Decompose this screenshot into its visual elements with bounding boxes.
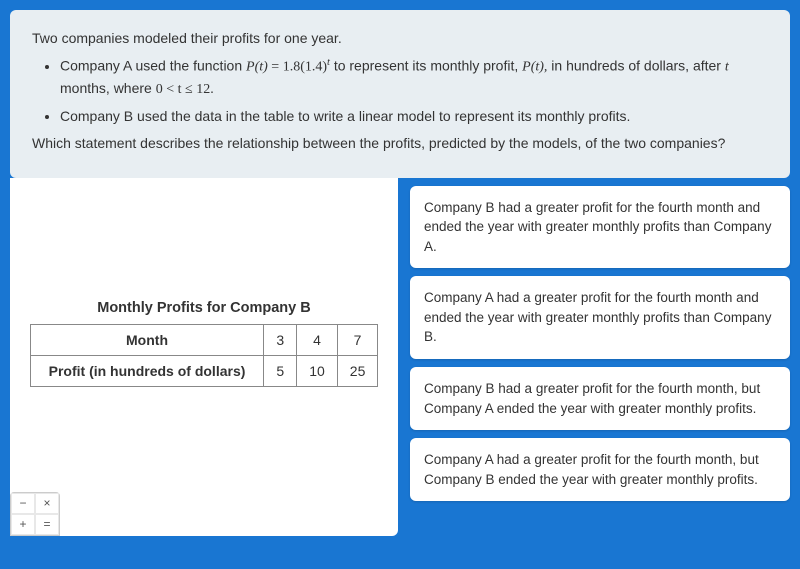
bullet-a-tail: months, where bbox=[60, 80, 156, 96]
var-t: t bbox=[725, 60, 729, 75]
formula-exp: t bbox=[327, 57, 330, 68]
row-label-profit: Profit (in hundreds of dollars) bbox=[30, 356, 264, 387]
calc-equals-button[interactable]: = bbox=[35, 514, 59, 535]
table-panel: Monthly Profits for Company B Month 3 4 … bbox=[10, 178, 398, 536]
bullet-a-post: in hundreds of dollars, after bbox=[551, 58, 725, 74]
question-panel: Two companies modeled their profits for … bbox=[10, 10, 790, 178]
content-row: Monthly Profits for Company B Month 3 4 … bbox=[10, 178, 790, 536]
choice-c[interactable]: Company B had a greater profit for the f… bbox=[410, 367, 790, 430]
table-cell: 3 bbox=[264, 325, 297, 356]
choice-d[interactable]: Company A had a greater profit for the f… bbox=[410, 438, 790, 501]
bullet-company-b: Company B used the data in the table to … bbox=[60, 106, 768, 127]
question-prompt: Which statement describes the relationsh… bbox=[32, 133, 768, 154]
formula-rhs: 1.8(1.4) bbox=[283, 60, 327, 75]
choice-b[interactable]: Company A had a greater profit for the f… bbox=[410, 276, 790, 359]
calc-minus-button[interactable]: − bbox=[11, 493, 35, 514]
table-cell: 4 bbox=[297, 325, 338, 356]
table-cell: 25 bbox=[337, 356, 378, 387]
bullet-a-mid: to represent its monthly profit, bbox=[334, 58, 522, 74]
table-cell: 5 bbox=[264, 356, 297, 387]
bullet-list: Company A used the function P(t) = 1.8(1… bbox=[60, 55, 768, 127]
bullet-a-pre: Company A used the function bbox=[60, 58, 246, 74]
row-label-month: Month bbox=[30, 325, 264, 356]
calc-plus-button[interactable]: + bbox=[11, 514, 35, 535]
table-cell: 7 bbox=[337, 325, 378, 356]
calculator-widget[interactable]: − × + = bbox=[10, 492, 60, 536]
table-row: Profit (in hundreds of dollars) 5 10 25 bbox=[30, 356, 378, 387]
table-cell: 10 bbox=[297, 356, 338, 387]
table-row: Month 3 4 7 bbox=[30, 325, 378, 356]
range-expr: 0 < t ≤ 12. bbox=[156, 82, 214, 97]
formula-eq: = bbox=[268, 60, 283, 75]
p-of-t: P(t), bbox=[522, 60, 547, 75]
calc-times-button[interactable]: × bbox=[35, 493, 59, 514]
choice-a[interactable]: Company B had a greater profit for the f… bbox=[410, 186, 790, 269]
table-title: Monthly Profits for Company B bbox=[28, 300, 380, 316]
formula-lhs: P(t) bbox=[246, 60, 268, 75]
choices-panel: Company B had a greater profit for the f… bbox=[410, 178, 790, 536]
bullet-company-a: Company A used the function P(t) = 1.8(1… bbox=[60, 55, 768, 100]
question-intro: Two companies modeled their profits for … bbox=[32, 28, 768, 49]
profits-table: Month 3 4 7 Profit (in hundreds of dolla… bbox=[30, 324, 379, 387]
